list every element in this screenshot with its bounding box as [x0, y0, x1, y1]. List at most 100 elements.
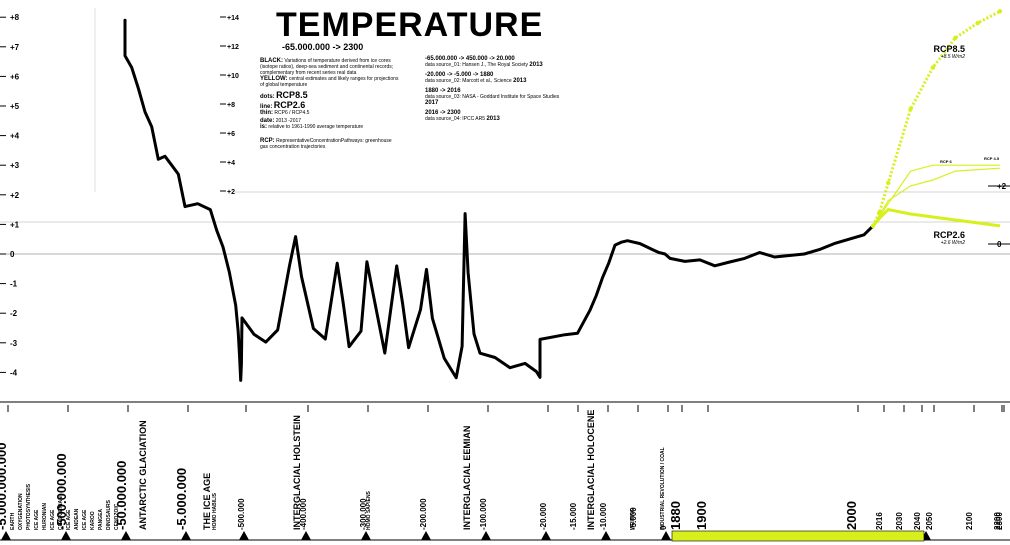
period-label: ICE AGE [50, 509, 56, 530]
rcp85-point [975, 20, 980, 26]
series-line-rcp26 [871, 207, 1001, 228]
x-tick-label: 2050 [925, 512, 934, 530]
timeline-marker [601, 531, 611, 540]
period-label: INTERGLACIAL HOLOCENE [586, 410, 596, 530]
x-tick-label: -5.000.000 [174, 468, 189, 530]
period-label: KAROO [90, 511, 96, 530]
y-tick-label: -2 [10, 309, 18, 318]
x-tick-label: -300.000 [359, 498, 368, 530]
rcp85-point [930, 65, 936, 70]
period-label: ICE AGE [34, 509, 40, 530]
rcp85-point [953, 35, 958, 41]
page-subtitle: -65.000.000 -> 2300 [282, 42, 364, 52]
y-tick-label: +1 [10, 220, 20, 229]
period-label: DINOSAURS [106, 499, 112, 530]
y-tick-label: -1 [10, 280, 18, 289]
period-label: HOMO HABILIS [212, 492, 218, 530]
series-line-rcp45 [872, 167, 1001, 227]
timeline-marker [481, 531, 491, 540]
period-label: ICE AGE [82, 509, 88, 530]
period-label: INTERGLACIAL HOLSTEIN [292, 415, 302, 530]
inset-tick-label: +4 [227, 160, 235, 167]
period-label: EARTH [10, 512, 16, 530]
period-label: ICE AGE [66, 509, 72, 530]
x-tick-label: -50.000.000 [114, 461, 129, 530]
rcp85-point [886, 180, 891, 186]
rcp45-label: RCP 4.5 [984, 156, 1000, 161]
inset-tick-label: +6 [227, 131, 235, 138]
timeline-marker [61, 531, 71, 540]
x-tick-label: -200.000 [419, 498, 428, 530]
period-label: HURONIAN [42, 503, 48, 530]
x-tick-label: 1900 [694, 501, 709, 530]
x-tick-label: -10.000 [599, 502, 608, 530]
y-tick-label: 0 [10, 250, 15, 259]
x-tick-label: 2300 [995, 512, 1004, 530]
x-tick-label: -100.000 [479, 498, 488, 530]
y-tick-label: +4 [10, 132, 20, 141]
rcp6-label: RCP 6 [940, 159, 952, 164]
x-tick-label: 2016 [875, 512, 884, 530]
y-tick-label: +3 [10, 161, 20, 170]
y-tick-label: -4 [10, 368, 18, 377]
inset-tick-label: +14 [227, 15, 239, 22]
x-tick-label: 1880 [668, 501, 683, 530]
timeline-marker [1, 531, 11, 540]
inset-tick-label: +2 [227, 189, 235, 196]
inset-tick-label: +8 [227, 102, 235, 109]
rcp85-point [997, 9, 1003, 14]
y-tick-label: +5 [10, 102, 20, 111]
legend-block: BLACK: Variations of temperature derived… [260, 58, 399, 150]
series-line-rcp6 [872, 164, 1000, 227]
projection-band [671, 530, 925, 542]
period-label: PANGEA [98, 509, 104, 530]
timeline-marker [361, 531, 371, 540]
period-label: WRITING [630, 508, 636, 530]
period-label: INDUSTRIAL REVOLUTION / COAL [660, 447, 666, 530]
period-label: HOMO SAPIENS [366, 490, 372, 530]
x-tick-label: -20.000 [539, 502, 548, 530]
period-label: OXYGENATION [18, 493, 24, 530]
x-tick-label: 2200 [993, 512, 1002, 530]
x-tick-label: -15.000 [569, 502, 578, 530]
y-tick-label: +7 [10, 43, 20, 52]
x-tick-label: -500.000.000 [54, 453, 69, 530]
period-label: PHOTOSYNTHESIS [26, 483, 32, 530]
series-line-black [123, 18, 875, 382]
y-tick-label: +8 [10, 13, 20, 22]
period-label: ANTARCTIC GLACIATION [138, 420, 148, 530]
x-tick-label: -5.000 [629, 507, 638, 530]
period-label: CRYOGENIAN [58, 496, 64, 530]
x-tick-label: -400.000 [299, 498, 308, 530]
x-tick-label: 2030 [895, 512, 904, 530]
period-label: ANDEAN [74, 508, 80, 530]
period-label: CENOZOIC [114, 503, 120, 530]
x-tick-label: 2040 [913, 512, 922, 530]
x-tick-label: 0 [659, 525, 668, 530]
timeline-marker [121, 531, 131, 540]
right-tick-label: 0 [997, 240, 1002, 249]
rcp26-label: RCP2.6 +2.6 W/m2 [933, 230, 965, 246]
x-tick-label: 2000 [844, 501, 859, 530]
x-tick-label: -5.000.000.000 [0, 443, 9, 530]
timeline-marker [421, 531, 431, 540]
series-line-rcp85 [871, 9, 1001, 227]
timeline-marker [181, 531, 191, 540]
timeline-marker [301, 531, 311, 540]
right-tick-label: +2 [997, 182, 1007, 191]
y-tick-label: -3 [10, 339, 18, 348]
period-label: THE ICE AGE [202, 473, 212, 530]
page-title: TEMPERATURE [276, 6, 544, 44]
x-tick-label: -500.000 [237, 498, 246, 530]
timeline-marker [541, 531, 551, 540]
timeline-marker [239, 531, 249, 540]
rcp85-label: RCP8.5 +8.5 W/m2 [933, 44, 965, 60]
y-tick-label: +6 [10, 72, 20, 81]
inset-tick-label: +10 [227, 73, 239, 80]
x-tick-label: 2100 [965, 512, 974, 530]
inset-tick-label: +12 [227, 44, 239, 51]
timeline-marker [661, 531, 671, 540]
period-label: INTERGLACIAL EEMIAN [462, 426, 472, 530]
rcp85-point [908, 106, 913, 112]
